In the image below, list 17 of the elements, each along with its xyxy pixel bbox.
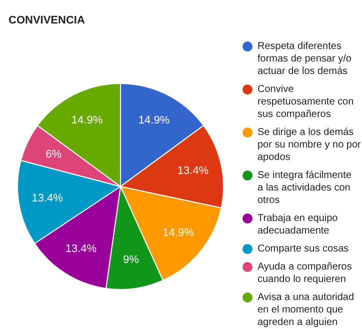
legend-label: Ayuda a compañeros cuando lo requieren [258, 262, 352, 285]
data-label: 6% [46, 148, 62, 161]
legend-label: Avisa a una autoridad en el momento que agreden a alguien [258, 292, 354, 328]
legend-label: Se dirige a los demás por su nombre y no por apodos [258, 127, 362, 163]
legend-label: Trabaja en equipo adecuadamente [258, 213, 338, 236]
legend-label: Se integra fácilmente a las actividades con otros [258, 170, 352, 206]
data-label: 9% [123, 254, 140, 266]
data-label: 14.9% [162, 227, 194, 239]
data-label: 13.4% [177, 164, 209, 177]
data-label: 14.9% [71, 114, 103, 126]
chart-title: CONVIVENCIA [8, 14, 85, 26]
data-label: 14.9% [138, 114, 170, 126]
legend-label: Comparte sus cosas [258, 244, 349, 254]
legend-label: Convive respetuosamente con sus compañeros [258, 84, 354, 120]
data-label: 13.4% [65, 243, 97, 256]
legend-label: Respeta diferentes formas de pensar y/o actuar de los demás [258, 41, 352, 77]
data-label: 13.4% [32, 192, 64, 205]
